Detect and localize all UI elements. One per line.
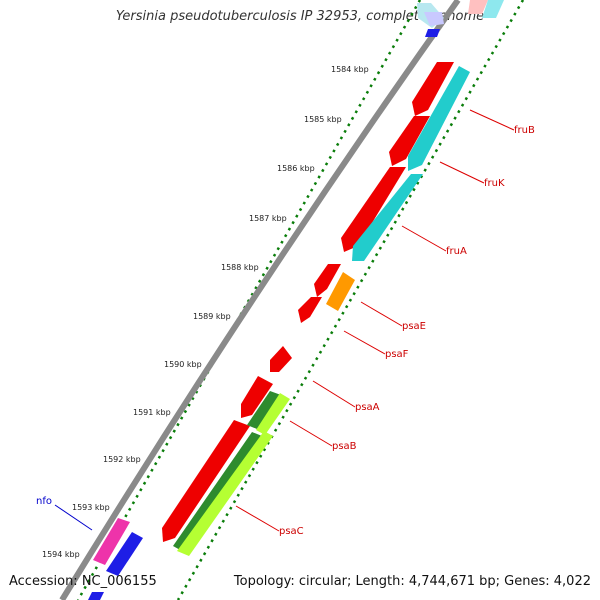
kbp-label: 1594 kbp xyxy=(42,550,80,559)
gene-psaF-red[interactable] xyxy=(298,297,322,323)
gene-label-nfo[interactable]: nfo xyxy=(36,496,52,507)
gene-labels: fruB fruK fruA psaE psaF psaA psaB psaC … xyxy=(36,125,535,537)
kbp-label: 1585 kbp xyxy=(304,115,342,124)
gene-label-fruA[interactable]: fruA xyxy=(446,246,467,257)
leader-line-psaF xyxy=(343,330,386,355)
gene-top-cyan[interactable] xyxy=(482,0,504,18)
gene-psaB-green-light[interactable] xyxy=(256,393,290,435)
kbp-label: 1589 kbp xyxy=(193,312,231,321)
gene-psaB-green-dark[interactable] xyxy=(247,391,281,429)
leader-line-psaC xyxy=(235,505,280,532)
leader-line-psaB xyxy=(289,420,333,447)
accession-text: Accession: NC_006155 xyxy=(9,574,157,589)
gene-label-psaB[interactable]: psaB xyxy=(332,441,357,452)
kbp-label: 1586 kbp xyxy=(277,164,315,173)
gene-psaE-orange[interactable] xyxy=(326,272,355,311)
gene-nfo-blue[interactable] xyxy=(106,532,143,576)
gene-bottom-blue[interactable] xyxy=(88,592,104,600)
gene-psaC-green-dark[interactable] xyxy=(173,432,262,551)
gene-psaC-green-light[interactable] xyxy=(177,431,273,556)
gene-fruK-red[interactable] xyxy=(389,116,430,166)
gene-nfo-pink[interactable] xyxy=(93,518,130,565)
gene-psaB-red[interactable] xyxy=(241,376,273,418)
kbp-label: 1591 kbp xyxy=(133,408,171,417)
gene-fruK-cyan[interactable] xyxy=(352,174,423,261)
ruler-dotted-line-outer xyxy=(176,0,525,600)
kbp-labels: 1584 kbp 1585 kbp 1586 kbp 1587 kbp 1588 kbp… xyxy=(42,65,369,559)
leader-line-nfo xyxy=(54,504,93,531)
leader-lines xyxy=(54,109,515,532)
gene-label-fruB[interactable]: fruB xyxy=(514,125,535,136)
gene-fruA-red[interactable] xyxy=(341,167,406,252)
leader-line-fruA xyxy=(401,225,447,252)
genome-backbone xyxy=(59,0,461,600)
leader-line-fruK xyxy=(439,161,485,184)
gene-label-psaF[interactable]: psaF xyxy=(385,349,409,360)
kbp-label: 1584 kbp xyxy=(331,65,369,74)
gene-fruB-red[interactable] xyxy=(412,62,454,116)
gene-psaA-red[interactable] xyxy=(270,346,292,372)
gene-top-blue[interactable] xyxy=(425,29,440,37)
kbp-label: 1590 kbp xyxy=(164,360,202,369)
gene-label-psaA[interactable]: psaA xyxy=(355,402,380,413)
kbp-label: 1592 kbp xyxy=(103,455,141,464)
leader-line-fruB xyxy=(469,109,515,131)
kbp-label: 1588 kbp xyxy=(221,263,259,272)
map-title: Yersinia pseudotuberculosis IP 32953, co… xyxy=(115,9,485,24)
kbp-label: 1593 kbp xyxy=(72,503,110,512)
leader-line-psaA xyxy=(312,380,356,408)
gene-top-lavender[interactable] xyxy=(424,12,444,26)
genome-stats-text: Topology: circular; Length: 4,744,671 bp… xyxy=(233,574,591,589)
kbp-label: 1587 kbp xyxy=(249,214,287,223)
gene-psaC-red[interactable] xyxy=(162,420,250,542)
gene-label-psaC[interactable]: psaC xyxy=(279,526,304,537)
gene-top-pink[interactable] xyxy=(468,0,488,14)
gene-psaE-red[interactable] xyxy=(314,264,341,297)
leader-line-psaE xyxy=(360,301,403,327)
gene-label-fruK[interactable]: fruK xyxy=(484,178,505,189)
gene-label-psaE[interactable]: psaE xyxy=(402,321,426,332)
gene-fruB-cyan[interactable] xyxy=(408,66,470,171)
